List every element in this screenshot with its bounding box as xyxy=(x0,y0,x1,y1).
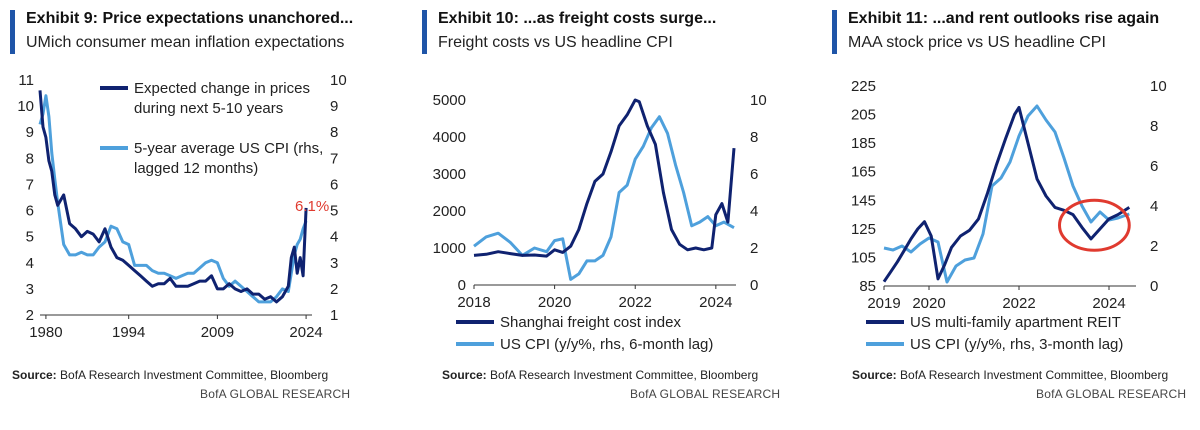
x-tick-label: 1994 xyxy=(112,324,145,341)
dark-series-line xyxy=(882,105,1131,283)
light-series-line xyxy=(883,104,1130,284)
y-right-tick-label: 3 xyxy=(330,255,338,272)
y-right-tick-label: 4 xyxy=(750,203,758,220)
y-right-tick-label: 6 xyxy=(750,166,758,183)
y-right-tick-label: 9 xyxy=(330,98,338,115)
y-left-tick-label: 8 xyxy=(26,150,34,167)
highlight-circle xyxy=(1058,198,1131,252)
title-accent-bar xyxy=(10,10,15,54)
y-left-tick-label: 85 xyxy=(859,278,876,295)
legend-label: during next 5-10 years xyxy=(134,100,283,117)
y-left-tick-label: 10 xyxy=(17,98,34,115)
y-left-tick-label: 2 xyxy=(26,307,34,324)
exhibit-11-header: Exhibit 11: ...and rent outlooks rise ag… xyxy=(832,8,1200,58)
light-series-line xyxy=(473,115,735,281)
y-right-tick-label: 2 xyxy=(750,240,758,257)
y-left-tick-label: 145 xyxy=(851,192,876,209)
y-right-tick-label: 1 xyxy=(330,307,338,324)
exhibit-11-title: Exhibit 11: ...and rent outlooks rise ag… xyxy=(848,10,1160,27)
exhibit-9-title: Exhibit 9: Price expectations unanchored… xyxy=(26,10,354,27)
x-tick-label: 2009 xyxy=(201,324,234,341)
exhibit-9-panel: Exhibit 9: Price expectations unanchored… xyxy=(0,0,395,430)
x-tick-label: 2020 xyxy=(538,294,571,311)
exhibit-11-source: Source: BofA Research Investment Committ… xyxy=(852,368,1169,382)
x-tick-label: 2022 xyxy=(1002,295,1035,312)
legend-label: Expected change in prices xyxy=(134,80,310,97)
y-right-tick-label: 8 xyxy=(330,124,338,141)
y-left-tick-label: 7 xyxy=(26,176,34,193)
y-right-tick-label: 4 xyxy=(330,229,338,246)
y-left-tick-label: 105 xyxy=(851,249,876,266)
y-left-tick-label: 5 xyxy=(26,229,34,246)
y-right-tick-label: 2 xyxy=(330,281,338,298)
y-left-tick-label: 2000 xyxy=(433,203,466,220)
exhibit-9-source: Source: BofA Research Investment Committ… xyxy=(12,368,329,382)
y-right-tick-label: 6 xyxy=(330,176,338,193)
y-left-tick-label: 3000 xyxy=(433,166,466,183)
x-tick-label: 2020 xyxy=(912,295,945,312)
x-tick-label: 2018 xyxy=(457,294,490,311)
legend-label: US CPI (y/y%, rhs, 6-month lag) xyxy=(500,336,713,353)
y-right-tick-label: 7 xyxy=(330,150,338,167)
legend-label: 5-year average US CPI (rhs, xyxy=(134,140,323,157)
y-left-tick-label: 4 xyxy=(26,255,34,272)
y-right-tick-label: 5 xyxy=(330,203,338,220)
y-left-tick-label: 225 xyxy=(851,78,876,95)
exhibit-10-header: Exhibit 10: ...as freight costs surge...… xyxy=(422,8,792,58)
y-right-tick-label: 4 xyxy=(1150,198,1158,215)
y-left-tick-label: 1000 xyxy=(433,240,466,257)
y-right-tick-label: 8 xyxy=(750,129,758,146)
dark-series-line xyxy=(473,98,736,258)
dark-series-line xyxy=(38,90,308,304)
exhibit-11-brand: BofA GLOBAL RESEARCH xyxy=(1036,387,1187,401)
y-left-tick-label: 0 xyxy=(458,277,466,294)
y-left-tick-label: 125 xyxy=(851,221,876,238)
light-series-line xyxy=(38,94,308,304)
exhibit-10-source: Source: BofA Research Investment Committ… xyxy=(442,368,759,382)
x-tick-label: 2024 xyxy=(699,294,732,311)
title-accent-bar xyxy=(832,10,837,54)
legend-label: lagged 12 months) xyxy=(134,160,258,177)
x-tick-label: 2024 xyxy=(289,324,322,341)
latest-value-annotation: 6.1% xyxy=(295,198,329,215)
exhibit-10-chart: 0 1000 2000 3000 4000 5000 0 2 4 6 8 10 2018 2020 2022… xyxy=(433,92,767,353)
exhibit-11-chart: 85 105 125 145 165 185 205 225 0 2 4 6 8 10 2019 2020 20… xyxy=(851,78,1167,353)
y-left-tick-label: 3 xyxy=(26,281,34,298)
x-tick-label: 1980 xyxy=(29,324,62,341)
exhibit-11-subtitle: MAA stock price vs US headline CPI xyxy=(848,34,1106,51)
y-left-tick-label: 6 xyxy=(26,203,34,220)
x-tick-label: 2022 xyxy=(619,294,652,311)
y-right-tick-label: 6 xyxy=(1150,158,1158,175)
y-left-tick-label: 205 xyxy=(851,107,876,124)
legend-label: US CPI (y/y%, rhs, 3-month lag) xyxy=(910,336,1123,353)
legend-label: Shanghai freight cost index xyxy=(500,314,681,331)
exhibit-11-panel: Exhibit 11: ...and rent outlooks rise ag… xyxy=(822,0,1200,430)
legend-label: US multi-family apartment REIT xyxy=(910,314,1121,331)
exhibit-9-header: Exhibit 9: Price expectations unanchored… xyxy=(10,8,380,58)
x-tick-label: 2019 xyxy=(867,295,900,312)
exhibit-9-brand: BofA GLOBAL RESEARCH xyxy=(200,387,351,401)
y-left-tick-label: 185 xyxy=(851,135,876,152)
y-right-tick-label: 10 xyxy=(330,72,347,89)
y-right-tick-label: 0 xyxy=(1150,278,1158,295)
y-left-tick-label: 165 xyxy=(851,164,876,181)
y-right-tick-label: 10 xyxy=(750,92,767,109)
x-tick-label: 2024 xyxy=(1092,295,1125,312)
exhibit-10-subtitle: Freight costs vs US headline CPI xyxy=(438,34,673,51)
y-left-tick-label: 5000 xyxy=(433,92,466,109)
y-left-tick-label: 4000 xyxy=(433,129,466,146)
y-right-tick-label: 10 xyxy=(1150,78,1167,95)
y-left-tick-label: 9 xyxy=(26,124,34,141)
title-accent-bar xyxy=(422,10,427,54)
exhibit-9-subtitle: UMich consumer mean inflation expectatio… xyxy=(26,34,345,51)
y-right-tick-label: 8 xyxy=(1150,118,1158,135)
exhibit-10-brand: BofA GLOBAL RESEARCH xyxy=(630,387,781,401)
y-right-tick-label: 0 xyxy=(750,277,758,294)
exhibit-10-panel: Exhibit 10: ...as freight costs surge...… xyxy=(412,0,807,430)
y-right-tick-label: 2 xyxy=(1150,238,1158,255)
exhibit-10-title: Exhibit 10: ...as freight costs surge... xyxy=(438,10,717,27)
y-left-tick-label: 11 xyxy=(18,72,34,89)
